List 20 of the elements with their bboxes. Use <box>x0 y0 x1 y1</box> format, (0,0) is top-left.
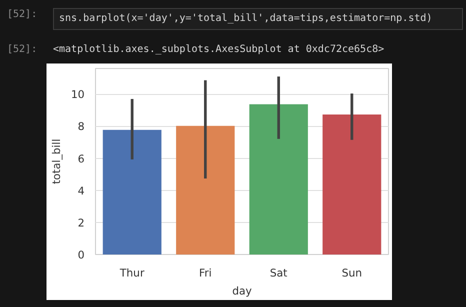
x-tick-label: Sun <box>342 266 362 280</box>
text: [52]: <box>7 8 38 22</box>
text: sns.barplot(x='day',y='total_bill',data=tips,estimator=np.std) <box>59 12 432 26</box>
y-tick-label: 6 <box>78 152 85 165</box>
x-tick-label: Fri <box>199 266 212 280</box>
text: <matplotlib.axes._subplots.AxesSubplot at 0xdc72ce65c8> <box>53 43 384 58</box>
bar <box>102 129 162 254</box>
x-tick-label: Sat <box>270 266 288 280</box>
y-tick-label: 8 <box>78 120 85 133</box>
x-axis-title: day <box>232 284 252 298</box>
bar <box>176 125 235 254</box>
y-tick-label: 4 <box>78 184 85 197</box>
y-tick-label: 0 <box>78 248 85 262</box>
y-axis-title: total_bill <box>50 138 63 184</box>
y-tick-label: 2 <box>78 216 84 229</box>
bar <box>322 114 382 254</box>
text: [52]: <box>7 43 38 58</box>
x-tick-label: Thur <box>118 266 145 280</box>
y-tick-label: 10 <box>70 88 85 101</box>
bar <box>249 104 308 254</box>
